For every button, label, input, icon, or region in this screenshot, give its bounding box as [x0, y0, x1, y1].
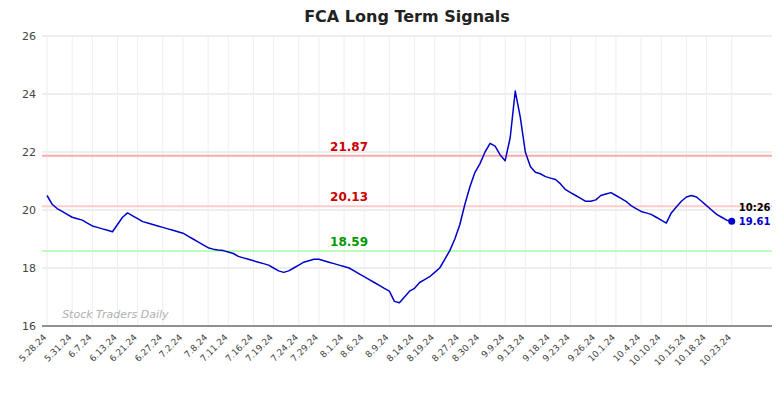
x-tick-label: 7.29.24	[289, 332, 321, 364]
grid-line	[615, 36, 616, 326]
grid-line	[434, 36, 435, 326]
y-tick-label: 26	[22, 30, 36, 43]
grid-line	[92, 36, 93, 326]
price-line	[47, 91, 732, 303]
grid-line	[505, 36, 506, 326]
grid-line	[117, 36, 118, 326]
x-tick-label: 7.2.24	[157, 332, 185, 360]
chart: FCA Long Term Signals1618202224265.28.24…	[0, 0, 784, 398]
grid-line	[570, 36, 571, 326]
grid-line	[459, 36, 460, 326]
grid-line	[42, 268, 772, 269]
grid	[42, 36, 772, 326]
end-price-label: 19.61	[739, 216, 771, 227]
x-tick-label: 10.23.24	[698, 332, 734, 368]
x-tick-label: 8.30.24	[450, 332, 482, 364]
grid-line	[731, 36, 732, 326]
y-tick-label: 22	[22, 146, 36, 159]
grid-line	[525, 36, 526, 326]
end-time-label: 10:26	[739, 202, 771, 213]
grid-line	[42, 152, 772, 153]
grid-line	[228, 36, 229, 326]
reference-label: 18.59	[330, 235, 368, 249]
grid-line	[480, 36, 481, 326]
reference-line	[42, 205, 772, 207]
y-tick-label: 24	[22, 88, 36, 101]
grid-line	[208, 36, 209, 326]
grid-line	[42, 94, 772, 95]
grid-line	[182, 36, 183, 326]
grid-line	[162, 36, 163, 326]
grid-line	[595, 36, 596, 326]
reference-label: 20.13	[330, 190, 368, 204]
plot-area	[42, 91, 772, 303]
title: FCA Long Term Signals	[304, 7, 510, 26]
axes: 1618202224265.28.245.31.246.7.246.13.246…	[17, 30, 772, 368]
grid-line	[389, 36, 390, 326]
grid-line	[42, 326, 772, 327]
grid-line	[253, 36, 254, 326]
reference-label: 21.87	[330, 140, 368, 154]
x-tick-label: 6.27.24	[133, 332, 165, 364]
grid-line	[298, 36, 299, 326]
grid-line	[550, 36, 551, 326]
grid-line	[641, 36, 642, 326]
grid-line	[318, 36, 319, 326]
last-point	[728, 218, 735, 225]
grid-line	[661, 36, 662, 326]
x-tick-label: 8.6.24	[338, 332, 366, 360]
x-axis	[42, 325, 772, 326]
grid-line	[42, 210, 772, 211]
grid-line	[344, 36, 345, 326]
grid-line	[72, 36, 73, 326]
y-tick-label: 16	[22, 320, 36, 333]
grid-line	[706, 36, 707, 326]
grid-line	[273, 36, 274, 326]
grid-line	[42, 36, 772, 37]
grid-line	[364, 36, 365, 326]
grid-line	[137, 36, 138, 326]
grid-line	[47, 36, 48, 326]
reference-line	[42, 155, 772, 157]
grid-line	[414, 36, 415, 326]
y-tick-label: 18	[22, 262, 36, 275]
y-tick-label: 20	[22, 204, 36, 217]
reference-line	[42, 250, 772, 252]
x-tick-label: 5.31.24	[42, 332, 74, 364]
watermark: Stock Traders Daily	[62, 308, 169, 321]
grid-line	[686, 36, 687, 326]
